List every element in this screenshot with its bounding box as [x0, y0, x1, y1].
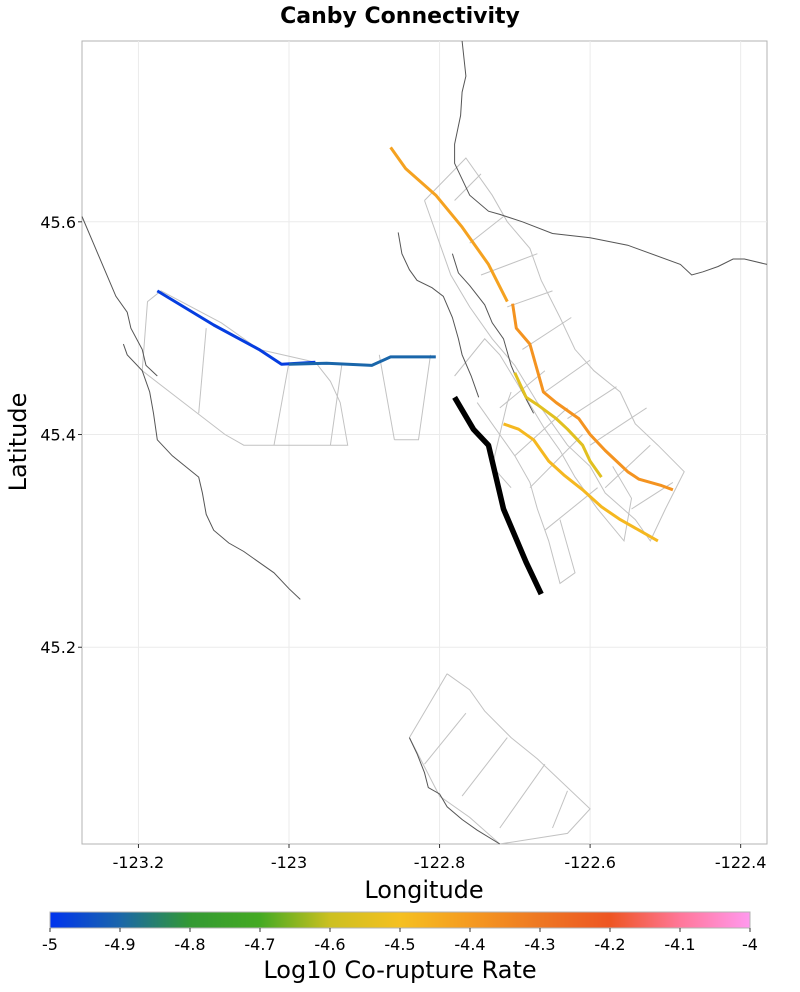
coastline-segment [122, 343, 301, 600]
plot-area [81, 40, 768, 845]
coastline-segment [454, 40, 768, 276]
colorbar-title: Log10 Co-rupture Rate [263, 956, 536, 984]
colorbar-tick-label: -4.3 [524, 935, 555, 954]
fault-section [567, 386, 617, 420]
fault-section [394, 354, 431, 441]
y-axis-title: Latitude [4, 393, 32, 492]
rupture-source [452, 395, 544, 596]
y-tick-label: 45.2 [40, 638, 76, 657]
x-axis-ticks: -123.2 -123 -122.8 -122.6 -122.4 [113, 844, 767, 872]
coastline-segment [397, 232, 480, 398]
colorbar-tick-label: -4.7 [244, 935, 275, 954]
fault-section [454, 173, 482, 201]
chart-title: Canby Connectivity [280, 4, 520, 29]
fault-section [499, 763, 546, 829]
x-axis-title: Longitude [364, 876, 483, 904]
fault-section [544, 359, 591, 393]
x-tick-label: -123 [271, 853, 307, 872]
x-tick-label: -122.4 [715, 853, 767, 872]
fault-section [529, 434, 583, 489]
colorbar: -5 -4.9 -4.8 -4.7 -4.6 -4.5 -4.4 -4.3 -4.2 -4.1 -4 [42, 911, 758, 954]
rupture-east-segment-b [513, 372, 603, 478]
fault-section [604, 444, 651, 489]
fault-section [552, 790, 568, 829]
fault-section [454, 338, 633, 543]
colorbar-tick-label: -4.5 [384, 935, 415, 954]
ruptures [156, 146, 674, 596]
fault-section [378, 354, 395, 440]
fault-section [589, 407, 647, 446]
colorbar-tick-label: -4.8 [174, 935, 205, 954]
rupture-west-segment-b [288, 355, 436, 367]
colorbar-tick-label: -4.2 [594, 935, 625, 954]
rupture-north-segment [389, 146, 509, 303]
x-tick-label: -122.6 [564, 853, 616, 872]
fault-section [469, 216, 504, 244]
fault-sections [141, 157, 685, 845]
fault-section [461, 737, 508, 797]
rupture-east-segment-c [503, 422, 659, 543]
colorbar-tick-label: -4.4 [454, 935, 485, 954]
rupture-east-segment-a [511, 303, 674, 492]
fault-section [408, 673, 591, 845]
fault-section [198, 328, 207, 414]
colorbar-tick-label: -4.1 [664, 935, 695, 954]
x-tick-label: -122.8 [414, 853, 466, 872]
coastline-segment [81, 216, 158, 377]
colorbar-tick-label: -4.6 [314, 935, 345, 954]
colorbar-tick-label: -4.9 [104, 935, 135, 954]
plot-frame [81, 40, 768, 845]
fault-section [514, 407, 568, 457]
colorbar-gradient [49, 911, 751, 929]
y-tick-label: 45.6 [40, 213, 76, 232]
fault-section [273, 362, 290, 446]
y-axis-ticks: 45.2 45.4 45.6 [40, 213, 82, 657]
colorbar-tick-label: -4 [742, 935, 758, 954]
fault-section [424, 157, 685, 542]
coastline-segment [408, 737, 501, 845]
gridlines [82, 41, 767, 844]
coastline [81, 40, 768, 845]
colorbar-ticks: -5 -4.9 -4.8 -4.7 -4.6 -4.5 -4.4 -4.3 -4.2 -4.1 -4 [42, 928, 758, 954]
x-tick-label: -123.2 [113, 853, 165, 872]
fault-section [491, 391, 512, 489]
fault-section [507, 290, 553, 308]
fault-section [141, 290, 349, 446]
y-tick-label: 45.4 [40, 426, 76, 445]
colorbar-tick-label: -5 [42, 935, 58, 954]
fault-section [329, 365, 343, 446]
fault-section [424, 712, 467, 765]
